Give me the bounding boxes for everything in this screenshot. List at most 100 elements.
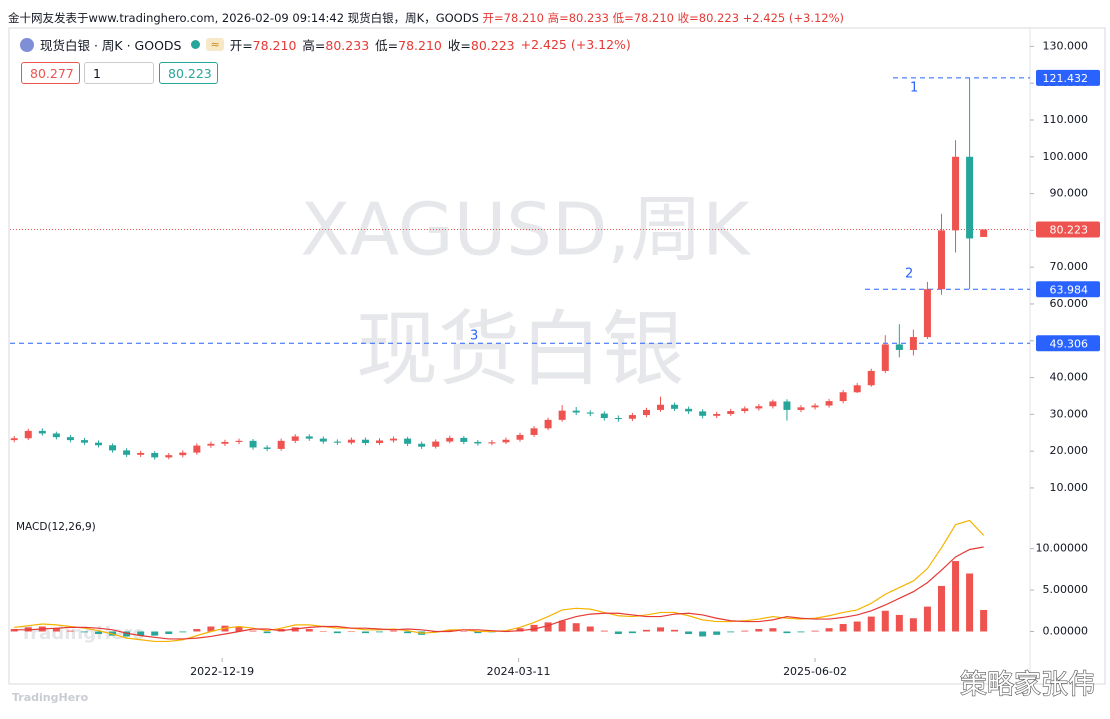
candle-body [952, 156, 960, 231]
candle-body [980, 229, 988, 237]
watermark: 现货白银 [356, 302, 684, 397]
macd-bar [165, 631, 173, 634]
candle-body [123, 450, 131, 455]
candle-body [404, 438, 412, 444]
y-tick-label: 70.000 [1050, 260, 1089, 273]
buy-button[interactable]: 80.223 [159, 62, 218, 84]
y-tick-label: 30.000 [1050, 407, 1089, 420]
macd-bar [671, 629, 679, 632]
price-tag [1036, 69, 1100, 86]
macd-bar [376, 631, 384, 633]
y-tick-label: 130.000 [1043, 39, 1089, 52]
macd-bar [249, 630, 257, 632]
field-value: 80.233 [325, 38, 370, 53]
candle-body [179, 452, 187, 456]
macd-bar [909, 618, 917, 632]
ohlc-field: 收=80.223 [448, 35, 515, 54]
y-tick-label: 10.00000 [1036, 542, 1089, 555]
candle-body [516, 434, 524, 440]
macd-bar [137, 631, 145, 636]
y-tick-label: 10.000 [1050, 481, 1089, 494]
candle-body [881, 344, 889, 371]
field-label: 开= [229, 38, 253, 53]
macd-bar [628, 631, 636, 634]
macd-bar [783, 631, 791, 634]
price-tag-label: 63.984 [1050, 283, 1089, 296]
candle-body [291, 436, 299, 441]
macd-bar [446, 629, 454, 632]
symbol[interactable]: 现货白银 · 周K · GOODS [40, 38, 182, 53]
price-tag-label: 80.223 [1050, 224, 1089, 237]
candle-body [642, 409, 650, 416]
candle-body [741, 408, 749, 412]
candle-body [418, 443, 426, 447]
field-label: 高= [302, 38, 326, 53]
y-tick-label: 20.000 [1050, 444, 1089, 457]
macd-bar [151, 631, 159, 636]
macd-bar [656, 627, 664, 632]
candle-body [783, 401, 791, 410]
candle-body [151, 452, 159, 458]
change: +2.425 (+3.12%) [520, 37, 631, 52]
macd-bar [404, 631, 412, 634]
macd-bar [66, 630, 74, 632]
quantity-input[interactable]: 1 [84, 62, 154, 84]
candle-body [825, 401, 833, 406]
macd-bar [193, 629, 201, 632]
candle-body [713, 413, 721, 416]
header: 金十网友发表于www.tradinghero.com, 2026-02-09 0… [8, 10, 844, 26]
macd-bar [825, 628, 833, 632]
candle-body [376, 440, 384, 444]
y-tick-label: 100.000 [1043, 150, 1089, 163]
macd-bar [952, 561, 960, 632]
candle-body [867, 370, 875, 386]
candle-body [137, 452, 145, 455]
macd-bar [937, 585, 945, 632]
macd-bar [474, 631, 482, 634]
macd-title: MACD(12,26,9) [16, 521, 96, 533]
candle-body [277, 440, 285, 449]
candle-body [249, 440, 257, 448]
candle-body [909, 337, 917, 350]
macd-bar [530, 624, 538, 632]
level-label: 1 [910, 81, 918, 96]
candle-body [572, 410, 580, 413]
y-tick-label: 0.00000 [1043, 624, 1089, 637]
x-tick-label: 2022-12-19 [190, 665, 254, 678]
candle-body [600, 413, 608, 419]
macd-bar [52, 628, 60, 632]
candle-body [769, 401, 777, 407]
macd-bar [797, 631, 805, 633]
ohlc-field: 高=80.233 [302, 35, 369, 54]
macd-bar [769, 628, 777, 632]
macd-bar [516, 628, 524, 632]
brand: TradingHero [12, 691, 89, 704]
ohlc: 开=78.210 高=80.233 低=78.210 收=80.223 [230, 35, 515, 54]
macd-line [14, 546, 984, 640]
macd-bar [544, 622, 552, 632]
macd-bar [811, 630, 819, 632]
price-tag-label: 121.432 [1043, 72, 1089, 85]
x-tick-label: 2024-03-11 [487, 665, 551, 678]
macd-bar [727, 631, 735, 633]
symbol-icon [20, 37, 34, 52]
candle-body [685, 408, 693, 412]
candle-body [727, 411, 735, 414]
y-tick-label: 5.00000 [1043, 583, 1089, 596]
x-tick-label: 2025-06-02 [783, 665, 847, 678]
y-tick-label: 60.000 [1050, 297, 1089, 310]
header-quote: 开=78.210 高=80.233 低=78.210 收=80.223 +2.4… [482, 11, 845, 25]
legend: 现货白银 · 周K · GOODS ≈ 开=78.210 高=80.233 低=78… [20, 35, 631, 54]
candle-body [221, 441, 229, 444]
candle-body [38, 430, 46, 434]
candle-body [923, 289, 931, 338]
macd-bar [867, 616, 875, 632]
candle-body [207, 443, 215, 446]
candle-body [460, 437, 468, 442]
candle-body [80, 440, 88, 443]
macd-bar [895, 614, 903, 632]
candle-body [895, 344, 903, 350]
signature: 策略家张伟 [960, 670, 1095, 701]
sell-button[interactable]: 80.277 [21, 62, 80, 84]
